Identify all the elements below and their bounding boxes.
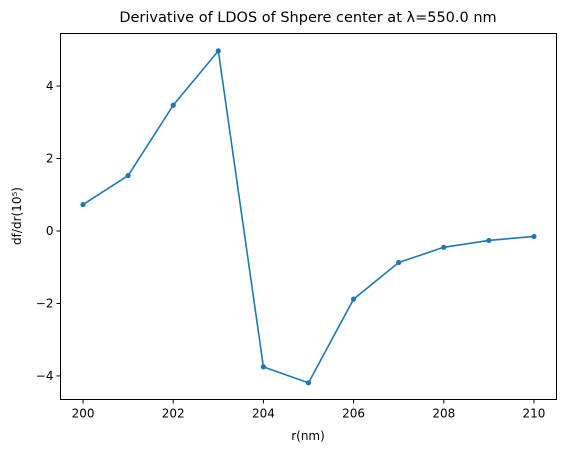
x-axis: 200 202 204 206 208 210: [72, 399, 546, 421]
data-point: [441, 244, 447, 250]
chart-title: Derivative of LDOS of Shpere center at λ…: [119, 10, 496, 26]
data-point: [396, 259, 402, 266]
y-tick-label: −2: [36, 296, 54, 310]
x-tick-label: 206: [342, 407, 365, 421]
data-point: [215, 48, 221, 54]
y-axis-label: df/dr(10⁵): [10, 187, 24, 245]
plot-area: [60, 33, 557, 400]
y-axis: 4 2 0 −2 −4: [36, 79, 61, 383]
data-point: [260, 364, 267, 370]
data-point: [170, 102, 176, 108]
x-tick-label: 202: [162, 407, 185, 421]
x-tick-label: 208: [432, 407, 455, 421]
data-point: [80, 201, 86, 208]
y-tick-label: −4: [36, 369, 54, 383]
x-tick-label: 210: [523, 407, 546, 421]
data-point: [125, 172, 131, 179]
x-tick-label: 200: [72, 407, 95, 421]
y-tick-label: 0: [46, 224, 54, 238]
x-tick-label: 204: [252, 407, 275, 421]
data-point: [486, 237, 492, 244]
data-point: [305, 380, 312, 386]
x-axis-label: r(nm): [291, 429, 325, 443]
y-tick-label: 4: [46, 79, 54, 93]
data-point: [350, 296, 357, 302]
data-point: [531, 233, 537, 240]
y-tick-label: 2: [46, 152, 54, 166]
series-layer: [80, 48, 537, 386]
